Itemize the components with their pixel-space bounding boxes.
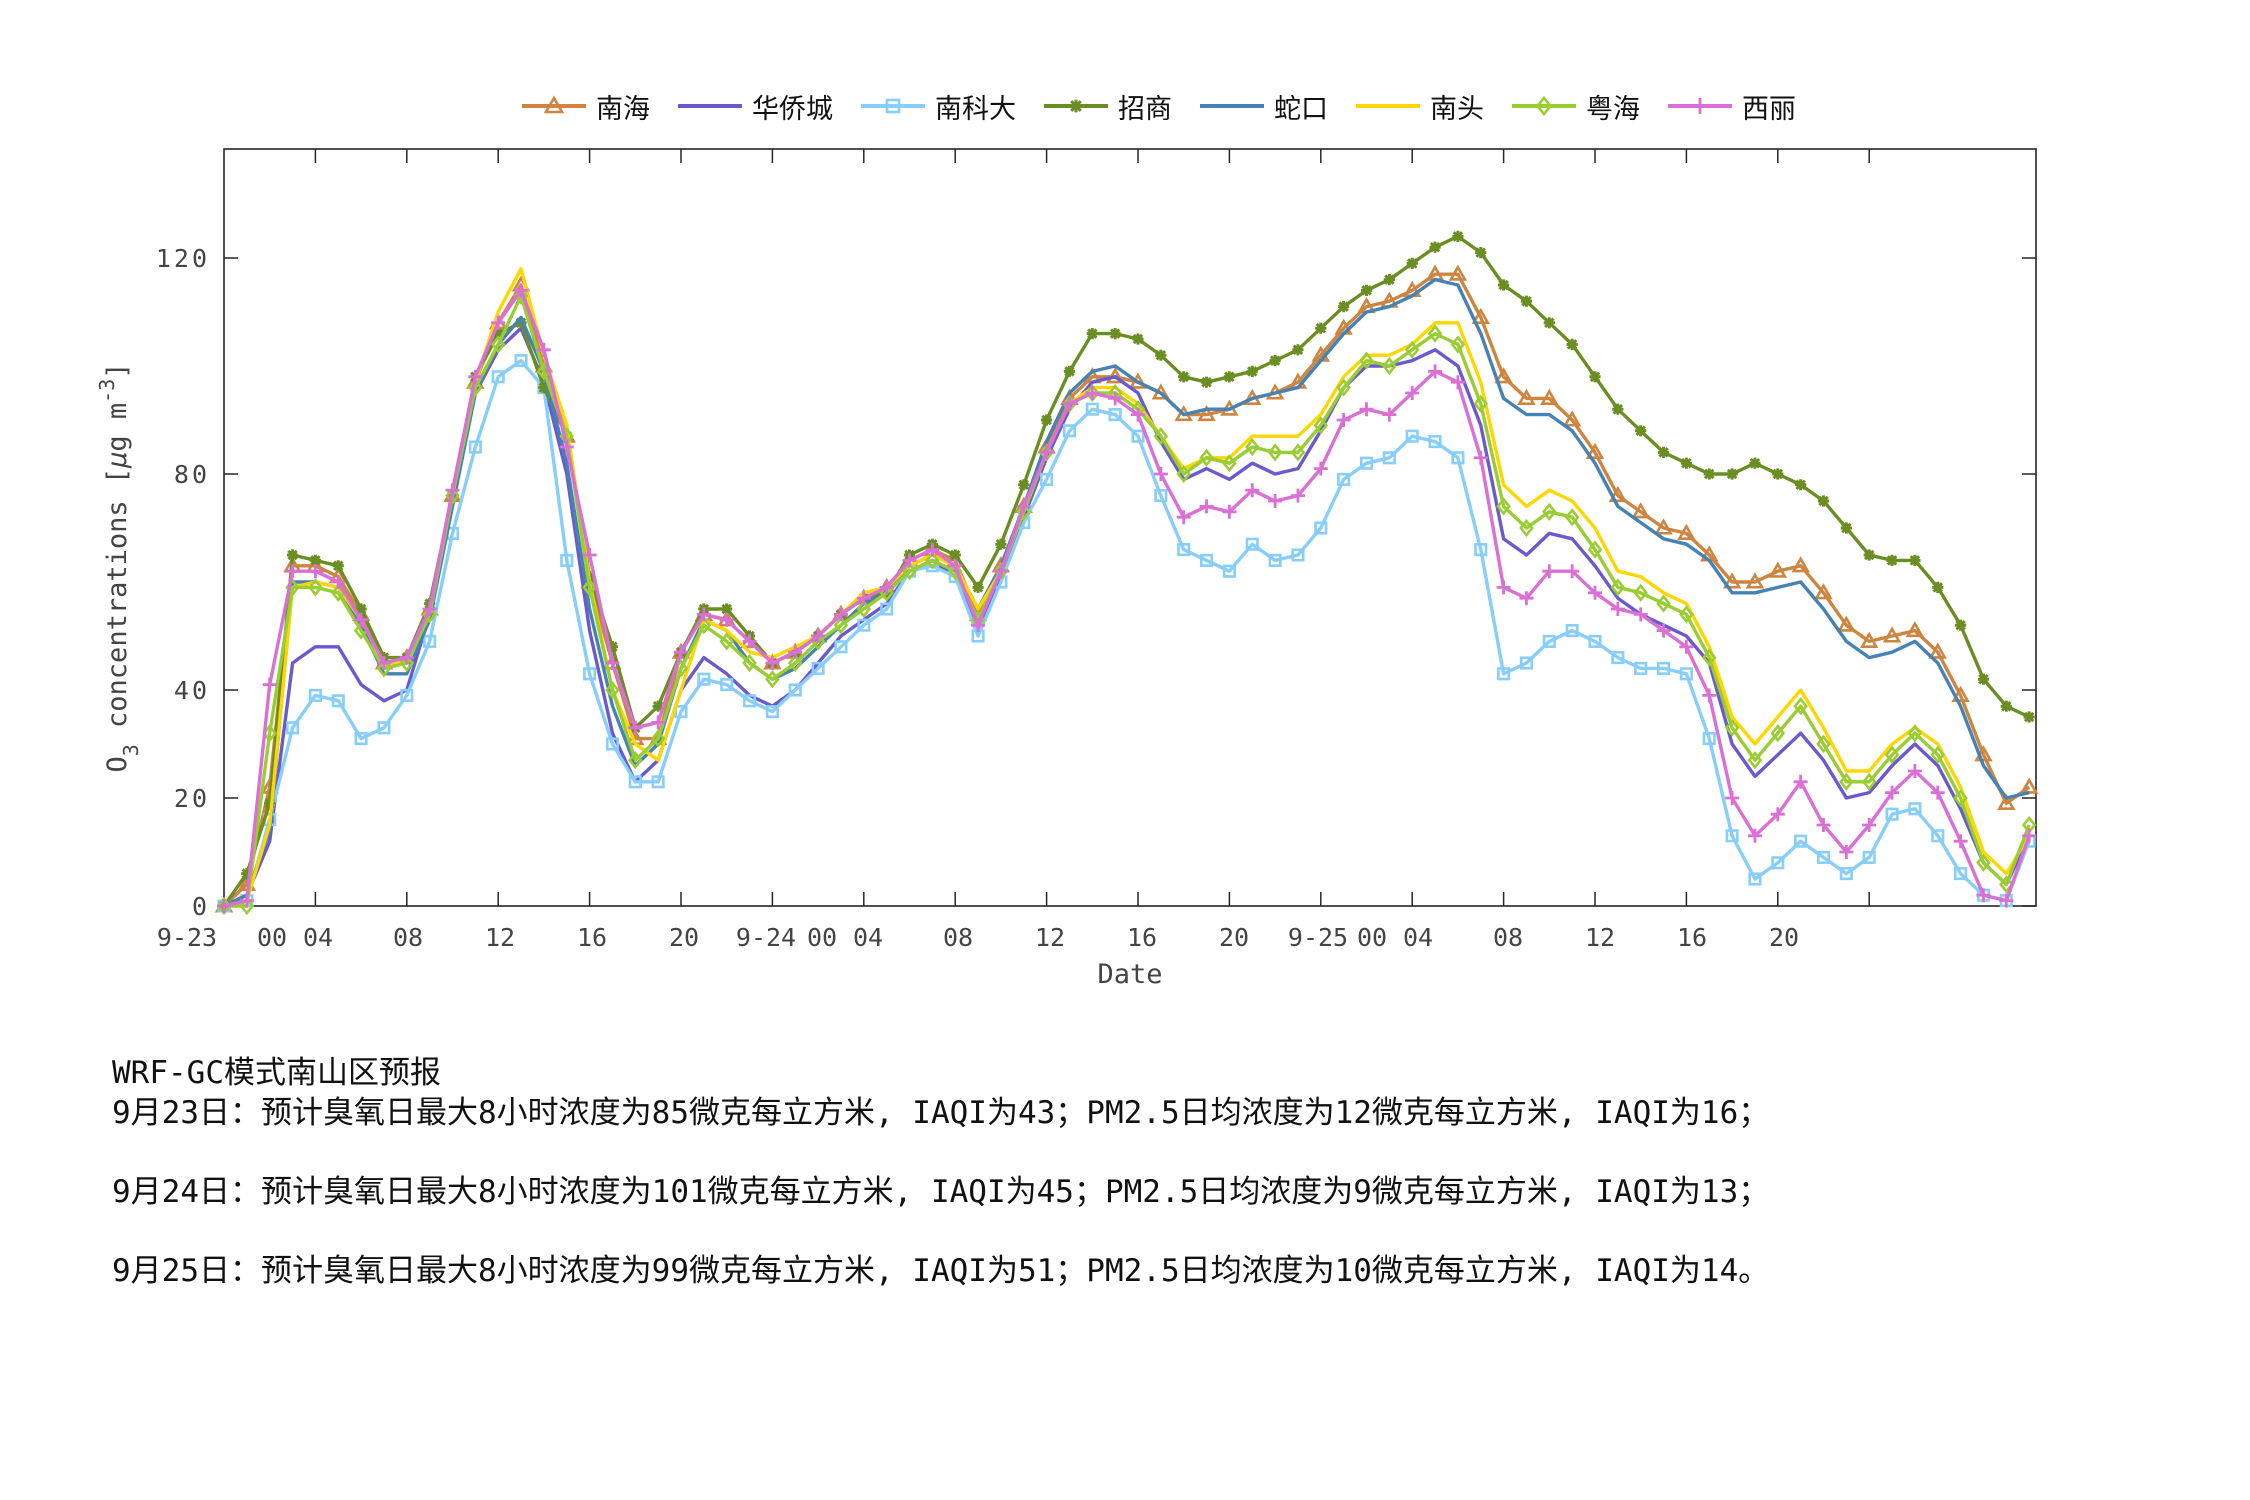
x-tick-label: 04 [1403,923,1433,952]
plus-marker-icon [1668,98,1732,114]
y-tick-label: 20 [174,784,210,813]
series-粤海 [216,286,2037,916]
x-tick-label: 20 [1219,923,1249,952]
star-marker-icon [1044,99,1108,113]
x-tick-label: 16 [1127,923,1157,952]
series-西丽 [217,283,2037,913]
x-tick-label: 00 [1357,923,1387,952]
y-axis: 0 20 40 80 120 [156,244,2036,921]
forecast-line-9-25: 9月25日：预计臭氧日最大8小时浓度为99微克每立方米, IAQI为51；PM2… [112,1253,1770,1289]
o3-line-chart: 0 20 40 80 120 9-23 00 04 08 12 16 20 9-24 00 04 08 12 16… [95,148,2039,990]
x-tick-label: 04 [303,923,333,952]
x-tick-label: 20 [1769,923,1799,952]
triangle-marker-icon [522,95,586,114]
legend-label: 蛇口 [1274,93,1328,125]
svg-text:O3 concentrations [μg m-3]: O3 concentrations [μg m-3] [95,362,143,772]
x-axis: 9-23 00 04 08 12 16 20 9-24 00 04 08 12 16 20 9-25 00 04… [157,149,1870,990]
chart-legend: 南海 华侨城 南科大 招商 蛇口 南头 粤海 西丽 [520,84,1822,128]
legend-item-7: 西丽 [1666,87,1796,126]
forecast-line-9-23: 9月23日：预计臭氧日最大8小时浓度为85微克每立方米, IAQI为43；PM2… [112,1095,1770,1131]
diamond-marker-icon [1512,95,1576,117]
axes [223,148,2037,907]
legend-label: 华侨城 [752,93,833,125]
x-tick-label: 00 [257,923,287,952]
legend-label: 西丽 [1742,93,1796,125]
x-tick-label: 20 [669,923,699,952]
x-tick-label: 12 [485,923,515,952]
y-tick-label: 0 [192,892,210,921]
forecast-line-9-24: 9月24日：预计臭氧日最大8小时浓度为101微克每立方米, IAQI为45；PM… [112,1174,1770,1210]
x-tick-label: 9-25 [1288,923,1348,952]
y-tick-label: 40 [174,676,210,705]
x-tick-label: 12 [1035,923,1065,952]
series-华侨城 [223,326,2031,908]
x-tick-label: 04 [853,923,883,952]
legend-label: 南海 [596,93,650,125]
x-tick-label: 08 [1493,923,1523,952]
legend-label: 招商 [1118,93,1172,125]
line-marker-icon [678,104,742,108]
legend-item-5: 南头 [1354,87,1484,126]
x-tick-label: 12 [1585,923,1615,952]
x-tick-label: 16 [577,923,607,952]
x-tick-label: 08 [393,923,423,952]
x-tick-label: 16 [1677,923,1707,952]
forecast-text-block: WRF-GC模式南山区预报 9月23日：预计臭氧日最大8小时浓度为85微克每立方… [112,1053,1769,1330]
legend-item-1: 华侨城 [676,87,833,126]
legend-label: 粤海 [1586,93,1640,125]
legend-item-3: 招商 [1042,87,1172,126]
legend-item-2: 南科大 [859,87,1016,126]
x-tick-label: 08 [943,923,973,952]
legend-item-0: 南海 [520,87,650,126]
y-axis-label: O3 concentrations [μg m-3] [95,362,143,772]
legend-label: 南头 [1430,93,1484,125]
y-tick-label: 120 [156,244,210,273]
x-tick-label: 00 [807,923,837,952]
line-marker-icon [1200,104,1264,108]
x-axis-label: Date [1097,959,1162,990]
series-南头 [223,267,2031,908]
forecast-title: WRF-GC模式南山区预报 [112,1055,441,1091]
square-marker-icon [861,98,925,114]
legend-item-4: 蛇口 [1198,87,1328,126]
series-蛇口 [223,277,2030,908]
line-marker-icon [1356,104,1420,108]
y-tick-label: 80 [174,460,210,489]
x-tick-label: 9-24 [736,923,796,952]
legend-item-6: 粤海 [1510,87,1640,126]
x-tick-label: 9-23 [157,923,217,952]
legend-label: 南科大 [935,93,1016,125]
